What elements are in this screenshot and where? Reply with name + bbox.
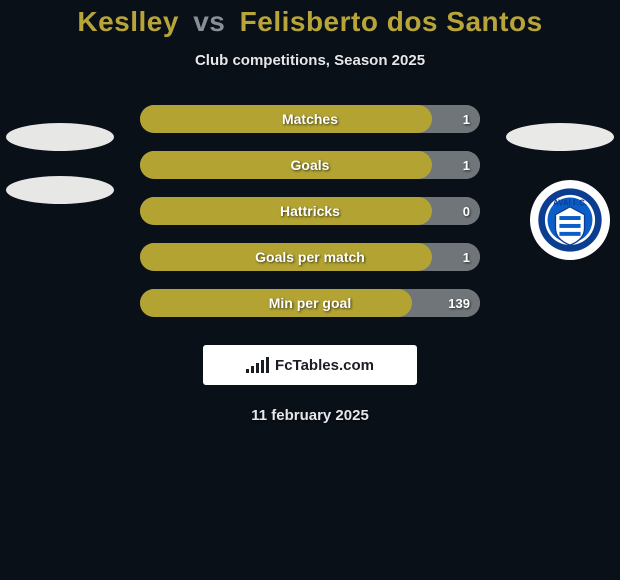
stat-value-player2: 0	[463, 204, 470, 219]
title-vs: vs	[193, 6, 225, 37]
bar-icon-segment	[266, 357, 269, 373]
title-player1: Keslley	[77, 6, 179, 37]
stats-container: Matches1Goals1Hattricks0Goals per match1…	[140, 105, 480, 317]
placeholder-ellipse-left	[6, 176, 114, 204]
stat-label: Goals	[140, 157, 480, 173]
stat-value-player2: 1	[463, 112, 470, 127]
stat-value-player2: 139	[448, 296, 470, 311]
title-player2: Felisberto dos Santos	[240, 6, 543, 37]
placeholder-ellipse-right	[506, 123, 614, 151]
placeholder-ellipse-left	[6, 123, 114, 151]
stat-label: Min per goal	[140, 295, 480, 311]
stat-label: Hattricks	[140, 203, 480, 219]
shield-icon: AVAÍ F.C.	[537, 187, 603, 253]
bar-icon-segment	[261, 360, 264, 373]
bar-icon-segment	[246, 369, 249, 373]
stat-row: Hattricks0	[140, 197, 480, 225]
bar-icon-segment	[251, 366, 254, 373]
bar-icon-segment	[256, 363, 259, 373]
stat-value-player2: 1	[463, 158, 470, 173]
footer-date: 11 february 2025	[0, 407, 620, 424]
stat-row: Matches1	[140, 105, 480, 133]
stat-row: Goals1	[140, 151, 480, 179]
stat-value-player2: 1	[463, 250, 470, 265]
stat-label: Goals per match	[140, 249, 480, 265]
stat-label: Matches	[140, 111, 480, 127]
brand-box: FcTables.com	[203, 345, 417, 385]
bar-chart-icon	[246, 357, 269, 373]
stat-row: Goals per match1	[140, 243, 480, 271]
brand-name: FcTables.com	[275, 357, 374, 374]
club-logo-avai: AVAÍ F.C.	[530, 180, 610, 260]
subtitle: Club competitions, Season 2025	[0, 52, 620, 69]
stat-row: Min per goal139	[140, 289, 480, 317]
page-title: Keslley vs Felisberto dos Santos	[0, 0, 620, 38]
